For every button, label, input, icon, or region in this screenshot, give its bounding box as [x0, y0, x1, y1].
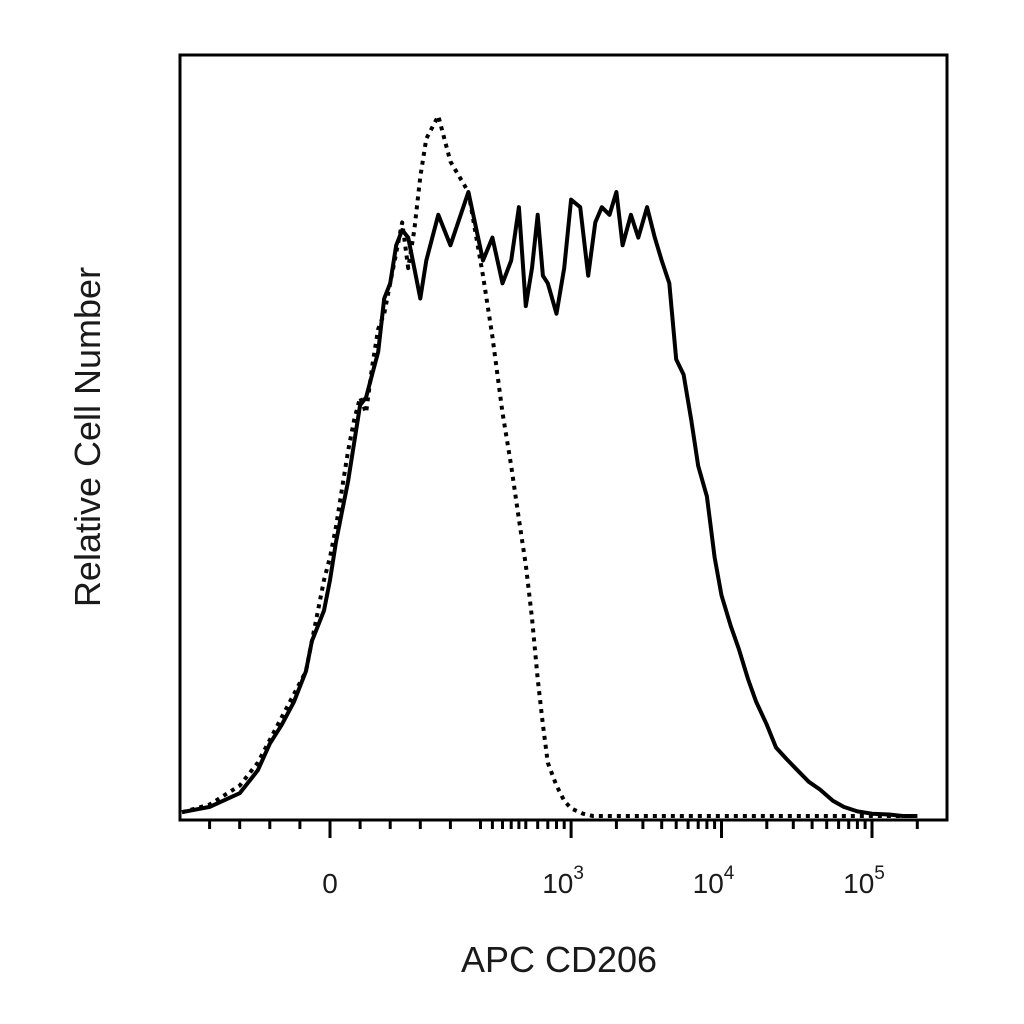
x-axis-label: APC CD206 — [461, 939, 657, 980]
x-tick-label: 105 — [843, 863, 885, 899]
cd206-stained-line — [181, 190, 918, 818]
plot-frame — [178, 53, 949, 822]
y-axis-label: Relative Cell Number — [67, 267, 108, 607]
series-layer — [181, 113, 918, 818]
isotype-control-line — [181, 113, 918, 818]
x-tick-label: 104 — [693, 863, 735, 899]
x-axis-ticks: 0 103 104 105 — [208, 820, 919, 899]
x-tick-label: 103 — [542, 863, 584, 899]
x-tick-label: 0 — [322, 868, 338, 899]
